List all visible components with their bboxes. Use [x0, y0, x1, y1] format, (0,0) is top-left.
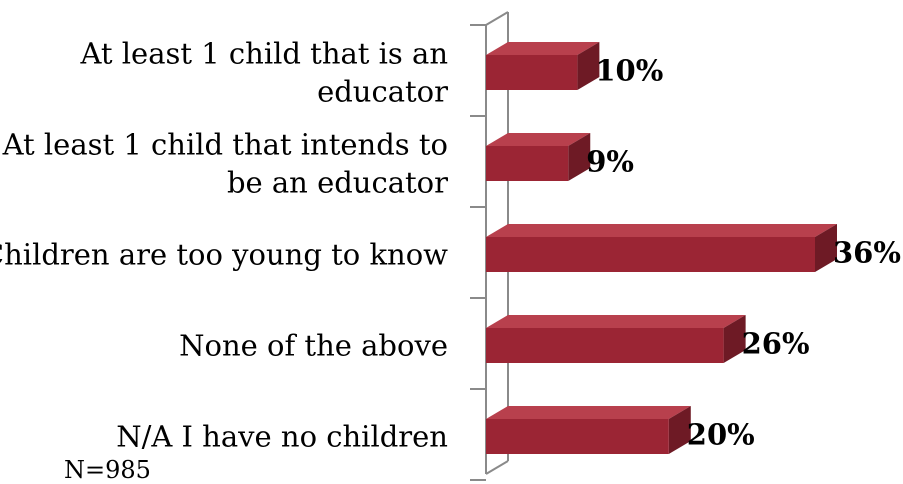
value-label: 20% [687, 418, 755, 452]
bar-side-face [723, 315, 746, 363]
axis-wall-bottom [485, 460, 509, 475]
category-label: Children are too young to know [0, 238, 448, 272]
category-label: At least 1 child that intends to be an ed… [2, 128, 449, 200]
bar-top-face [486, 224, 837, 237]
bar-side-face [668, 406, 691, 454]
bar-2 [486, 133, 591, 181]
bar-front-face [486, 237, 815, 272]
sample-size-note: N=985 [64, 456, 151, 484]
category-label: At least 1 child that is an educator [79, 37, 448, 109]
bar-side-face [568, 133, 591, 181]
bar-5 [486, 406, 691, 454]
value-label: 9% [586, 145, 634, 179]
bar-top-face [486, 315, 746, 328]
category-labels: At least 1 child that is an educator At le… [0, 37, 448, 454]
value-label: 36% [833, 236, 901, 270]
bar-top-face [486, 133, 591, 146]
bar-side-face [577, 42, 600, 90]
value-label: 26% [742, 327, 810, 361]
axis-wall-top [485, 11, 509, 26]
bar-3 [486, 224, 837, 272]
bars [486, 42, 837, 454]
category-label: N/A I have no children [116, 420, 448, 454]
category-label: None of the above [179, 329, 448, 363]
bar-front-face [486, 55, 578, 90]
value-label: 10% [595, 54, 663, 88]
bar-4 [486, 315, 746, 363]
bar-top-face [486, 42, 600, 55]
value-labels: 10% 9% 36% 26% 20% [586, 54, 901, 452]
bar-top-face [486, 406, 691, 419]
bar-front-face [486, 146, 569, 181]
bar-front-face [486, 419, 669, 454]
bar-1 [486, 42, 600, 90]
bar-side-face [815, 224, 837, 272]
bar-front-face [486, 328, 724, 363]
